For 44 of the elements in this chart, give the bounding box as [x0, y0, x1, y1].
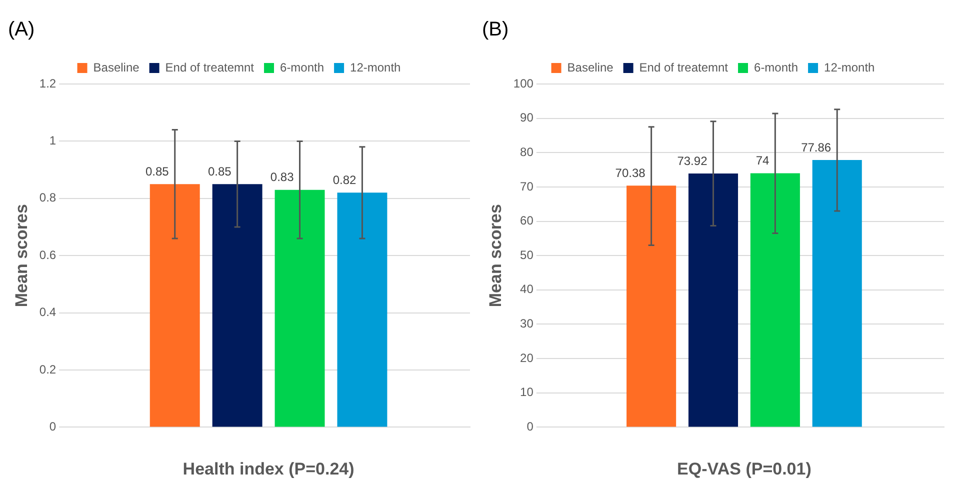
- y-tick-label: 30: [520, 316, 534, 331]
- chart-title: (B): [482, 18, 509, 41]
- y-tick-label: 40: [520, 282, 534, 296]
- legend-label: 6-month: [754, 60, 798, 74]
- y-tick-label: 0.4: [39, 305, 56, 320]
- chart-title: (A): [8, 18, 35, 41]
- y-tick-label: 0: [526, 420, 534, 434]
- y-tick-label: 80: [520, 144, 534, 159]
- y-tick-label: 0.6: [39, 248, 56, 262]
- y-tick-label: 90: [520, 110, 534, 125]
- y-tick-label: 100: [513, 76, 534, 90]
- legend-label: End of treatemnt: [639, 60, 729, 74]
- data-label: 77.86: [801, 140, 832, 154]
- y-tick-label: 20: [520, 350, 534, 365]
- y-tick-label: 70: [520, 179, 534, 194]
- y-tick-label: 60: [520, 214, 534, 228]
- y-axis-title: Mean scores: [12, 204, 31, 308]
- x-axis-title: Health index (P=0.24): [182, 459, 354, 478]
- data-label: 73.92: [677, 154, 708, 168]
- bar: [212, 184, 262, 427]
- legend-label: 12-month: [824, 60, 875, 74]
- data-label: 0.85: [208, 164, 232, 178]
- y-tick-label: 10: [520, 385, 534, 400]
- y-axis-title: Mean scores: [486, 204, 505, 308]
- legend-label: Baseline: [93, 60, 140, 74]
- data-label: 0.85: [146, 164, 170, 178]
- bar: [274, 190, 325, 427]
- bar: [337, 192, 388, 427]
- legend-label: 12-month: [350, 60, 401, 74]
- y-tick-label: 0: [49, 420, 56, 434]
- data-label: 0.82: [332, 172, 357, 187]
- y-tick-label: 50: [520, 248, 534, 262]
- y-tick-label: 0.8: [39, 190, 56, 205]
- x-axis-title: EQ-VAS (P=0.01): [677, 459, 812, 478]
- y-tick-label: 1.2: [39, 76, 56, 90]
- data-label: 74: [756, 154, 770, 168]
- data-label: 70.38: [615, 166, 646, 180]
- bar: [150, 184, 200, 427]
- legend-label: Baseline: [567, 60, 614, 74]
- y-tick-label: 0.2: [39, 362, 56, 376]
- legend-label: End of treatemnt: [165, 60, 255, 74]
- data-label: 0.83: [270, 170, 294, 184]
- y-tick-label: 1: [49, 134, 56, 148]
- legend-label: 6-month: [280, 60, 324, 74]
